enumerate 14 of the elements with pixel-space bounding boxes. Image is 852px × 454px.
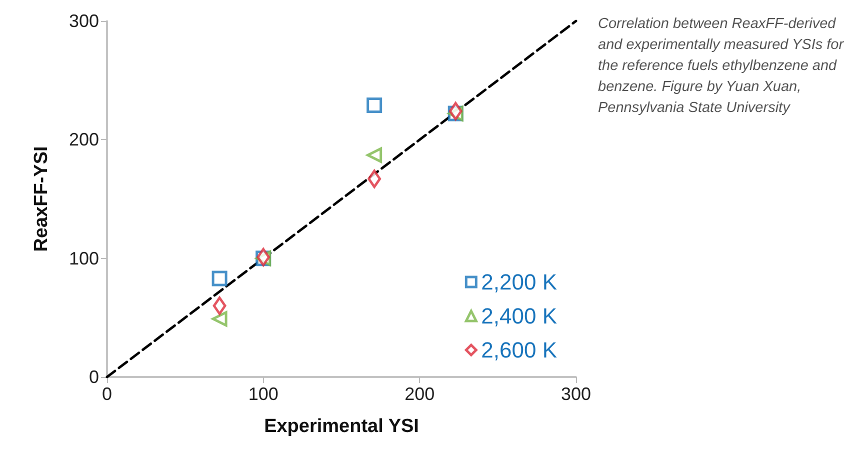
text: Correlation between ReaxFF-derived and experimentally measured YSIs for the reference fuels ethylbenzene and benzene. Figure by Yuan Xuan, Pennsylvania State University [598,15,845,118]
legend-label: 2,600 K [481,338,558,362]
x-tick-label: 100 [248,384,278,404]
y-axis-title: ReaxFF-YSI [31,146,52,252]
legend-label: 2,200 K [481,270,558,294]
y-tick-label: 100 [68,248,99,268]
x-tick-label: 300 [560,384,592,404]
y-tick-label: 300 [68,11,99,31]
x-tick-label: 0 [102,384,112,404]
y-tick-label: 0 [88,367,99,387]
x-tick-label: 200 [404,384,435,404]
y-tick-label: 200 [68,130,99,150]
legend-label: 2,400 K [481,304,558,328]
x-axis-title: Experimental YSI [264,416,419,437]
